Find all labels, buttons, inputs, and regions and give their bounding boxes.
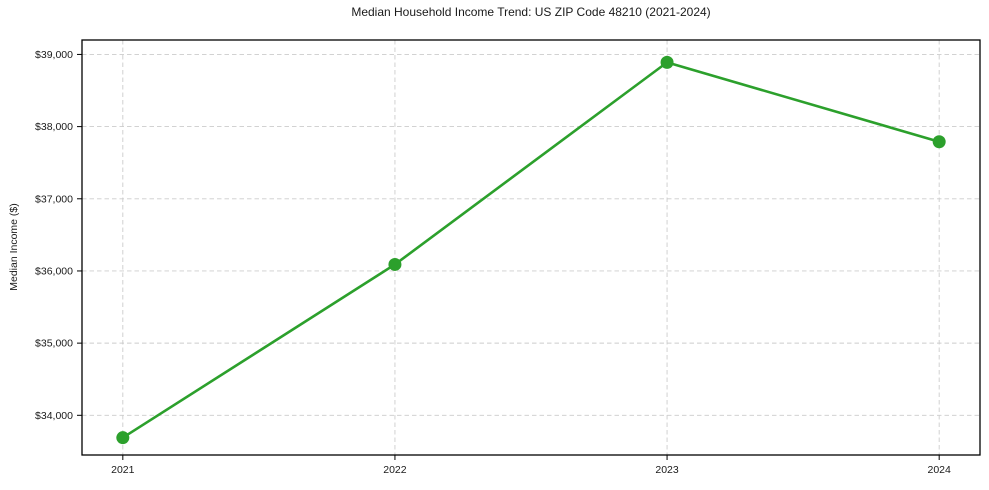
- data-point: [932, 135, 946, 149]
- y-tick-label: $39,000: [35, 49, 73, 61]
- data-point: [388, 257, 402, 271]
- y-tick-label: $37,000: [35, 193, 73, 205]
- y-tick-label: $34,000: [35, 410, 73, 422]
- trend-line: [121, 61, 941, 439]
- x-tick-label: 2024: [928, 464, 952, 476]
- data-point: [116, 431, 130, 445]
- x-tick-label: 2021: [111, 464, 135, 476]
- y-tick-label: $36,000: [35, 265, 73, 277]
- chart-title: Median Household Income Trend: US ZIP Co…: [351, 5, 711, 19]
- plot-border: [81, 39, 981, 456]
- x-tick-label: 2022: [383, 464, 407, 476]
- data-point: [660, 55, 674, 69]
- y-tick-label: $35,000: [35, 338, 73, 350]
- y-tick-label: $38,000: [35, 121, 73, 133]
- x-tick-label: 2023: [655, 464, 679, 476]
